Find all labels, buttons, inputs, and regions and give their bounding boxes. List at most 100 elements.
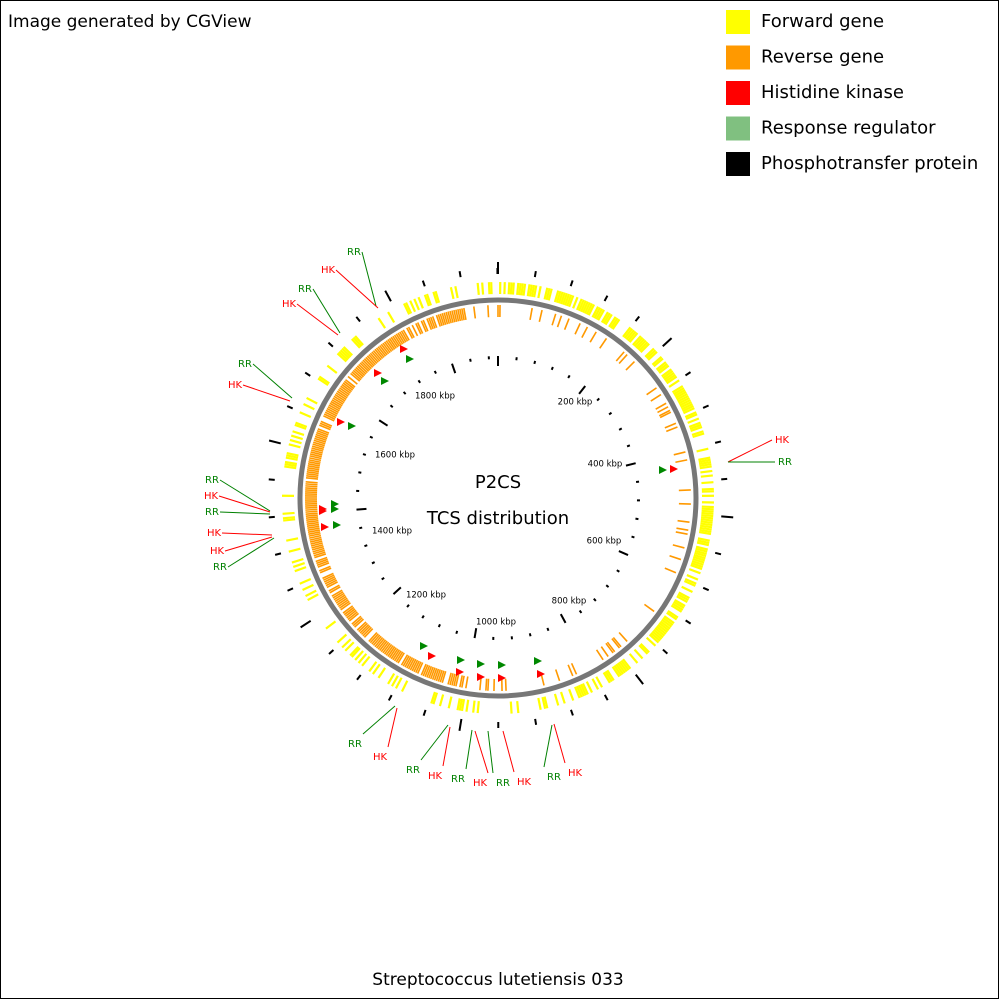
leader-line [218, 495, 271, 513]
forward-gene [284, 465, 297, 470]
forward-gene [553, 693, 560, 706]
reverse-gene [363, 358, 374, 368]
forward-gene [555, 290, 562, 304]
feature-label: HK [428, 771, 443, 782]
forward-gene [658, 364, 670, 374]
ruler-tick [392, 586, 402, 595]
feature-label: RR [205, 475, 219, 486]
reverse-gene [320, 420, 333, 427]
forward-gene [632, 335, 642, 346]
leader-line [727, 439, 773, 463]
leader-line [312, 288, 341, 334]
reverse-gene [362, 359, 372, 370]
reverse-gene [487, 678, 490, 691]
forward-gene [682, 405, 694, 413]
legend-label: Phosphotransfer protein [761, 153, 978, 174]
forward-gene [472, 700, 476, 713]
reverse-gene [435, 314, 442, 327]
reverse-gene [374, 636, 384, 648]
forward-gene [696, 447, 709, 453]
leader-line [362, 705, 396, 735]
reverse-gene [305, 487, 318, 490]
reverse-gene [422, 664, 429, 677]
forward-gene [338, 350, 349, 361]
forward-gene [611, 666, 621, 678]
outer-tick [534, 718, 538, 725]
tcs-marker [406, 355, 414, 363]
tcs-marker [374, 369, 382, 377]
outer-tick [287, 587, 294, 592]
reverse-gene [305, 508, 318, 511]
feature-label: HK [517, 777, 532, 788]
reverse-gene [437, 314, 443, 327]
reverse-gene [406, 327, 414, 339]
feature-label: RR [298, 284, 312, 295]
outer-tick [603, 295, 609, 302]
leader-line [387, 707, 398, 748]
forward-gene [700, 516, 714, 520]
reverse-gene [360, 360, 371, 371]
forward-gene [673, 600, 685, 609]
reverse-gene [379, 640, 388, 651]
forward-gene [413, 298, 420, 311]
forward-gene [299, 411, 312, 418]
forward-gene [661, 368, 673, 378]
outer-tick [458, 271, 462, 278]
forward-gene [587, 304, 596, 316]
reverse-gene [646, 387, 657, 396]
forward-gene [684, 578, 697, 585]
reverse-gene [306, 518, 319, 521]
reverse-gene [308, 461, 321, 465]
legend-label: Forward gene [761, 11, 884, 32]
ruler-tick [437, 623, 441, 628]
reverse-gene [441, 313, 447, 325]
forward-gene [645, 636, 657, 647]
legend-label: Response regulator [761, 118, 936, 139]
forward-gene [487, 282, 491, 295]
reverse-gene [554, 669, 561, 682]
forward-gene [675, 391, 687, 399]
forward-gene [568, 295, 575, 308]
forward-gene [357, 653, 368, 664]
ruler-label: 1800 kbp [415, 392, 455, 402]
reverse-gene [306, 519, 319, 523]
forward-gene [417, 296, 424, 309]
ruler-tick [546, 627, 550, 632]
reverse-gene [399, 331, 407, 343]
reverse-gene [556, 315, 563, 328]
center-title: P2CS [475, 472, 521, 493]
forward-gene [581, 683, 589, 695]
forward-gene [689, 423, 702, 430]
reverse-gene [402, 329, 410, 341]
forward-gene [671, 385, 684, 394]
forward-gene [617, 662, 626, 674]
reverse-gene [309, 536, 322, 541]
leader-line [465, 729, 473, 770]
reverse-gene [388, 647, 397, 659]
forward-gene [597, 309, 605, 321]
forward-gene [449, 286, 455, 300]
legend-label: Histidine kinase [761, 82, 904, 103]
leader-line [502, 730, 515, 773]
reverse-gene [312, 547, 325, 553]
forward-gene [306, 396, 318, 405]
outer-tick [327, 341, 334, 348]
forward-gene [633, 648, 644, 660]
forward-gene [622, 658, 632, 670]
reverse-gene [317, 562, 330, 568]
forward-gene [326, 364, 338, 374]
ruler-tick [469, 358, 472, 362]
reverse-gene [314, 435, 327, 442]
reverse-gene [305, 477, 319, 480]
reverse-gene [307, 527, 320, 531]
reverse-gene [305, 514, 318, 517]
forward-gene [387, 311, 396, 323]
outer-tick [570, 709, 574, 716]
forward-gene [698, 456, 711, 461]
outer-tick [662, 648, 669, 655]
reverse-gene [461, 308, 465, 321]
reverse-gene [479, 678, 482, 691]
forward-gene [286, 454, 299, 459]
reverse-gene [305, 510, 318, 513]
